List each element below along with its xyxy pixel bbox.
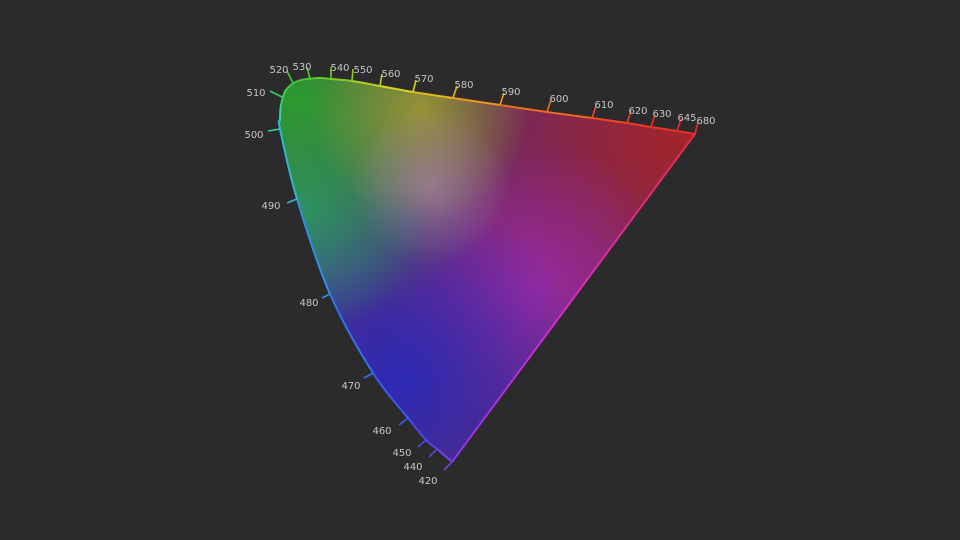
- locus-segment: [329, 293, 374, 374]
- wavelength-tick-530: [306, 66, 311, 80]
- wavelength-tick-610: [591, 105, 597, 119]
- wavelength-label-620: 620: [628, 106, 647, 117]
- wavelength-tick-560: [379, 73, 383, 87]
- locus-segment: [425, 439, 438, 450]
- wavelength-label-490: 490: [261, 201, 280, 212]
- locus-segment: [452, 97, 501, 106]
- locus-segment: [279, 128, 298, 200]
- locus-segment: [379, 85, 414, 93]
- wavelength-tick-630: [650, 114, 656, 128]
- locus-segment: [436, 448, 453, 463]
- wavelength-tick-480: [321, 293, 331, 299]
- locus-segment: [372, 372, 409, 419]
- wavelength-tick-645: [676, 118, 682, 132]
- locus-segment: [280, 89, 287, 106]
- wavelength-tick-620: [626, 110, 632, 124]
- locus-segment: [351, 80, 381, 87]
- wavelength-label-680: 680: [696, 116, 715, 127]
- wavelength-tick-520: [286, 70, 294, 84]
- wavelength-tick-510: [269, 90, 283, 98]
- line-of-purples: [451, 133, 696, 463]
- wavelength-label-630: 630: [652, 109, 671, 120]
- wavelength-label-600: 600: [549, 94, 568, 105]
- wavelength-label-610: 610: [594, 100, 613, 111]
- locus-segment: [279, 104, 282, 121]
- wavelength-tick-450: [417, 439, 427, 448]
- wavelength-tick-580: [452, 85, 458, 99]
- wavelength-tick-550: [351, 68, 354, 82]
- wavelength-label-450: 450: [392, 448, 411, 459]
- wavelength-label-580: 580: [454, 80, 473, 91]
- wavelength-label-590: 590: [501, 87, 520, 98]
- wavelength-label-510: 510: [246, 88, 265, 99]
- locus-segment: [650, 126, 678, 132]
- wavelength-label-645: 645: [677, 113, 696, 124]
- wavelength-label-560: 560: [381, 69, 400, 80]
- wavelength-label-420: 420: [418, 476, 437, 487]
- wavelength-label-460: 460: [372, 426, 391, 437]
- wavelength-tick-420: [443, 461, 453, 471]
- wavelength-label-540: 540: [330, 63, 349, 74]
- wavelength-tick-680: [694, 121, 699, 135]
- wavelength-label-520: 520: [269, 65, 288, 76]
- wavelength-tick-500: [267, 128, 281, 132]
- wavelength-tick-590: [499, 92, 505, 106]
- wavelength-label-480: 480: [299, 298, 318, 309]
- locus-segment: [591, 117, 628, 124]
- wavelength-tick-570: [412, 79, 417, 93]
- wavelength-label-550: 550: [353, 65, 372, 76]
- wavelength-tick-460: [398, 417, 409, 426]
- wavelength-tick-440: [428, 448, 438, 458]
- wavelength-tick-600: [546, 99, 552, 113]
- wavelength-label-530: 530: [292, 62, 311, 73]
- locus-segment: [277, 119, 281, 130]
- wavelength-label-500: 500: [244, 130, 263, 141]
- locus-segment: [317, 76, 332, 80]
- locus-segment: [412, 91, 454, 99]
- locus-segment: [499, 104, 548, 113]
- wavelength-label-440: 440: [403, 462, 422, 473]
- locus-segment: [296, 198, 331, 295]
- locus-segment: [297, 77, 319, 82]
- locus-segment: [285, 80, 299, 91]
- wavelength-tick-490: [286, 198, 298, 204]
- locus-segment: [626, 122, 652, 128]
- wavelength-tick-470: [363, 372, 374, 379]
- locus-segment: [330, 78, 353, 82]
- locus-segment: [546, 111, 593, 119]
- wavelength-label-570: 570: [414, 74, 433, 85]
- locus-segment: [407, 417, 427, 441]
- wavelength-label-470: 470: [341, 381, 360, 392]
